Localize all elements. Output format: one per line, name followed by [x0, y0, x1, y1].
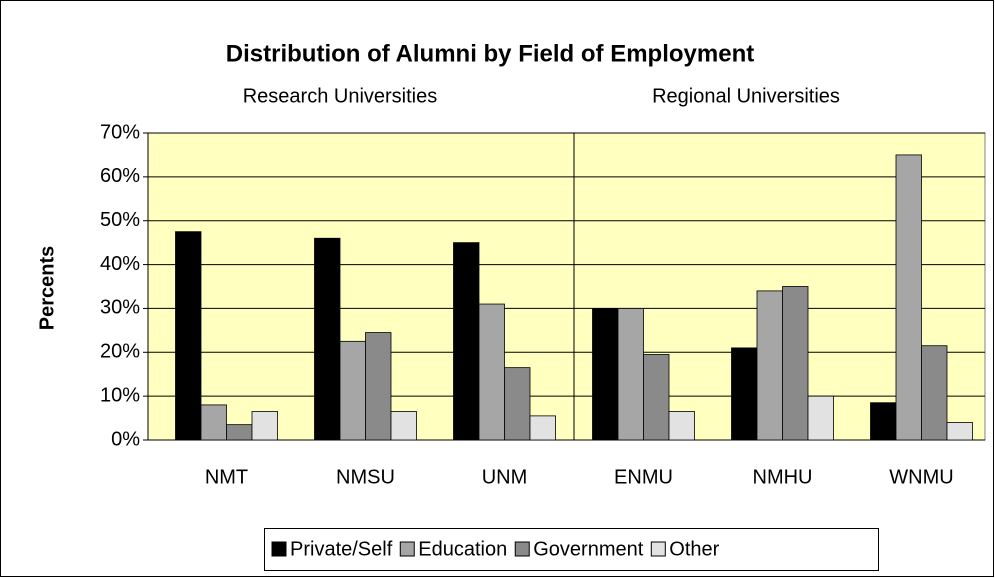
x-tick-label: NMHU: [753, 466, 813, 488]
bar: [895, 154, 922, 441]
legend-swatch: [271, 541, 287, 557]
bar: [314, 237, 341, 441]
bar: [946, 422, 973, 441]
bar: [921, 345, 948, 441]
bar: [668, 411, 695, 441]
legend-label: Other: [669, 538, 719, 560]
y-tick-label: 50%: [100, 209, 140, 231]
legend-label: Education: [418, 538, 507, 560]
bar: [175, 231, 202, 441]
y-tick-label: 30%: [100, 297, 140, 319]
bar: [592, 308, 619, 441]
legend-swatch: [650, 541, 666, 557]
y-tick-label: 60%: [100, 165, 140, 187]
group-label: Research Universities: [243, 85, 438, 107]
bar: [390, 411, 417, 441]
bar: [756, 290, 783, 441]
x-tick-label: ENMU: [614, 466, 673, 488]
x-tick-label: WNMU: [889, 466, 953, 488]
y-axis-label: Percents: [36, 246, 58, 331]
legend-swatch: [514, 541, 530, 557]
legend-label: Government: [533, 538, 643, 560]
x-tick-label: UNM: [482, 466, 528, 488]
plot-area: [147, 132, 986, 441]
bar: [339, 340, 366, 441]
bar: [453, 242, 480, 441]
bar: [504, 367, 531, 441]
bar: [251, 411, 278, 441]
bar: [731, 347, 758, 441]
bar: [870, 402, 897, 441]
x-tick-label: NMT: [205, 466, 248, 488]
bar: [643, 354, 670, 441]
legend-swatch: [399, 541, 415, 557]
group-label: Regional Universities: [652, 85, 840, 107]
bar: [200, 404, 227, 441]
y-tick-label: 70%: [100, 121, 140, 143]
bar: [807, 395, 834, 441]
bar: [617, 308, 644, 441]
y-tick-label: 20%: [100, 341, 140, 363]
bar: [782, 286, 809, 441]
y-tick-label: 10%: [100, 384, 140, 406]
y-tick-label: 0%: [111, 428, 140, 450]
bar: [365, 332, 392, 441]
bar: [226, 424, 253, 441]
y-tick-label: 40%: [100, 253, 140, 275]
chart-title: Distribution of Alumni by Field of Emplo…: [226, 40, 754, 67]
bar: [478, 303, 505, 441]
x-tick-label: NMSU: [336, 466, 395, 488]
legend-label: Private/Self: [290, 538, 393, 560]
legend: [264, 528, 879, 571]
bar: [529, 415, 556, 441]
